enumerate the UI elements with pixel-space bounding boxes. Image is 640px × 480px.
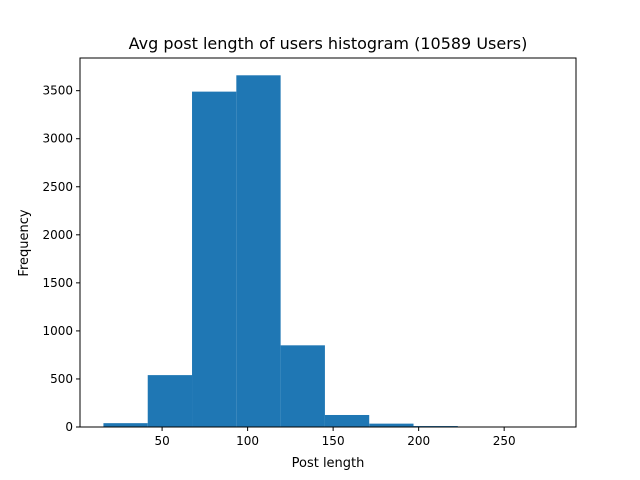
histogram-bar-4 [280,345,325,427]
x-tick-label-0: 50 [154,434,169,448]
x-tick-label-4: 250 [493,434,516,448]
histogram-bar-0 [103,423,148,427]
histogram-bar-6 [369,423,414,427]
x-tick-label-2: 150 [322,434,345,448]
y-axis-ticks: 0 500 1000 1500 2000 2500 3000 3500 [42,84,80,434]
y-tick-label-0: 0 [65,420,73,434]
x-axis-ticks: 50 100 150 200 250 [154,427,516,448]
x-tick-label-1: 100 [236,434,259,448]
y-tick-label-3: 1500 [42,276,73,290]
x-tick-label-3: 200 [407,434,430,448]
histogram-bar-2 [192,91,237,427]
y-tick-label-7: 3500 [42,84,73,98]
histogram-bar-1 [147,375,193,427]
histogram-bar-3 [236,75,281,427]
y-axis-label: Frequency [17,209,32,276]
y-tick-label-6: 3000 [42,132,73,146]
plot-frame [79,57,577,428]
y-tick-label-5: 2500 [42,180,73,194]
x-axis-label: Post length [292,456,365,471]
y-tick-label-2: 1000 [42,324,73,338]
chart-title: Avg post length of users histogram (1058… [129,34,528,53]
bars-group [103,75,547,427]
y-tick-label-4: 2000 [42,228,73,242]
y-tick-label-1: 500 [50,372,73,386]
histogram-bar-5 [324,414,370,427]
